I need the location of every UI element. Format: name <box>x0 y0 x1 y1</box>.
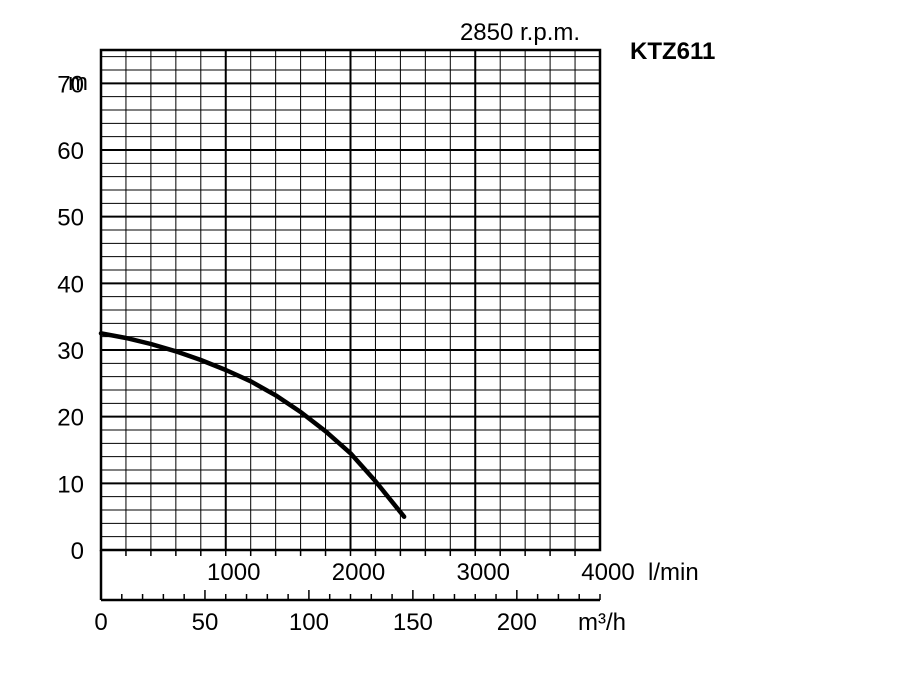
performance-curve <box>98 331 407 519</box>
y-tick-label: 40 <box>57 271 84 298</box>
x-unit-m3h: m³/h <box>578 609 626 636</box>
x-tick-label-m3h: 100 <box>289 609 329 636</box>
x-tick-label-lmin: 3000 <box>457 559 510 586</box>
y-tick-label: 30 <box>57 338 84 365</box>
x-unit-lmin: l/min <box>648 559 699 586</box>
flow-axes <box>99 550 601 602</box>
y-tick-label: 10 <box>57 471 84 498</box>
chart-subtitle: 2850 r.p.m. <box>460 19 580 46</box>
y-tick-label: 0 <box>71 538 84 565</box>
y-tick-label: 60 <box>57 138 84 165</box>
x-tick-label-m3h: 50 <box>192 609 219 636</box>
x-tick-label-m3h: 200 <box>497 609 537 636</box>
y-tick-label: 20 <box>57 405 84 432</box>
tick-labels: 0 10 20 30 40 50 60 70 1000 2000 3000 4000 l/min 0 50 1… <box>57 71 698 636</box>
x-tick-label-m3h: 0 <box>94 609 107 636</box>
x-tick-label-lmin: 4000 <box>581 559 634 586</box>
chart-title: KTZ611 <box>630 38 715 65</box>
y-axis-label: m <box>68 69 88 96</box>
y-tick-label: 50 <box>57 205 84 232</box>
x-tick-label-lmin: 2000 <box>332 559 385 586</box>
y-tick-label: 70 <box>57 71 84 98</box>
x-tick-label-m3h: 150 <box>393 609 433 636</box>
x-tick-label-lmin: 1000 <box>207 559 260 586</box>
